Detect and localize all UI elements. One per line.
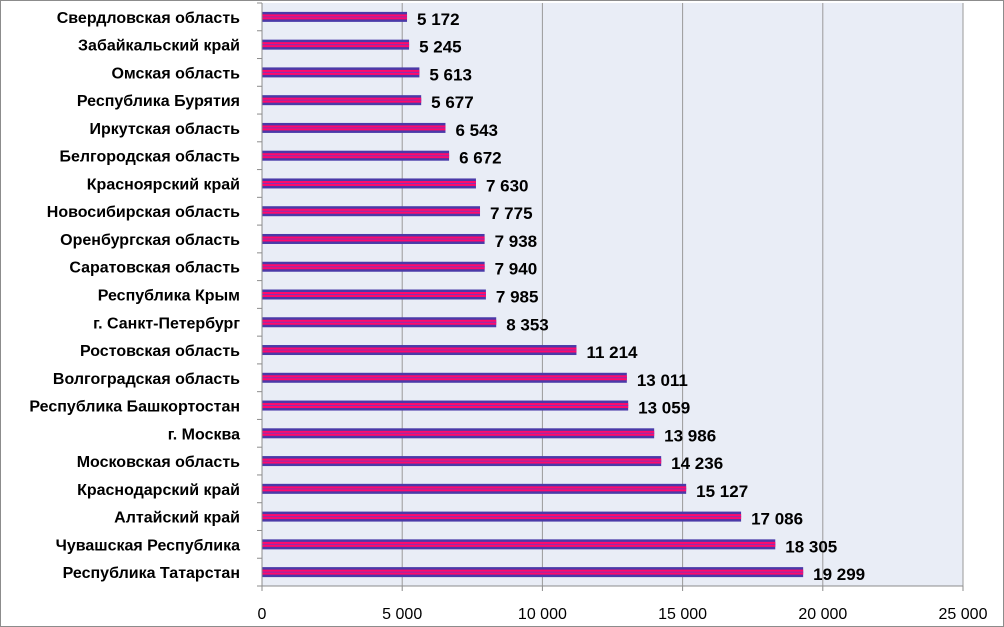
bar	[262, 428, 655, 439]
x-tick-label: 20 000	[798, 606, 847, 623]
x-tick-label: 5 000	[382, 606, 422, 623]
category-label: Республика Башкортостан	[29, 399, 240, 416]
bar	[262, 122, 446, 133]
data-label: 5 245	[419, 38, 462, 57]
category-label: Саратовская область	[69, 260, 240, 277]
data-label: 13 986	[664, 426, 716, 445]
bar	[262, 206, 481, 217]
category-label: Республика Крым	[98, 288, 240, 305]
x-tick-label: 0	[258, 606, 267, 623]
category-label: Красноярский край	[87, 176, 240, 193]
bar	[262, 289, 486, 300]
bar	[262, 39, 410, 50]
category-label: Алтайский край	[114, 510, 240, 527]
bar	[262, 567, 804, 578]
data-label: 14 236	[671, 454, 723, 473]
category-label: Волгоградская область	[53, 371, 240, 388]
bar	[262, 233, 485, 244]
bars	[262, 11, 804, 578]
category-label: Свердловская область	[57, 10, 240, 27]
labels: 0 5 000 10 000 15 000 20 000 25 000 Свердловск…	[29, 10, 987, 623]
category-label: Чувашская Республика	[56, 537, 241, 554]
bar	[262, 150, 450, 161]
bar	[262, 178, 476, 189]
data-label: 11 214	[586, 343, 638, 362]
bar	[262, 539, 776, 550]
bar	[262, 511, 742, 522]
data-label: 7 940	[495, 260, 538, 279]
data-label: 5 613	[429, 65, 472, 84]
data-label: 19 299	[813, 565, 865, 584]
data-label: 7 938	[495, 232, 538, 251]
category-label: Ростовская область	[80, 343, 240, 360]
data-label: 13 059	[638, 399, 690, 418]
x-tick-label: 15 000	[658, 606, 707, 623]
data-label: 13 011	[637, 371, 688, 390]
data-label: 6 672	[459, 149, 502, 168]
bar	[262, 483, 687, 494]
x-tick-label: 10 000	[518, 606, 567, 623]
bar	[262, 456, 662, 467]
data-label: 7 985	[496, 288, 539, 307]
data-label: 7 630	[486, 176, 529, 195]
category-label: Белгородская область	[59, 149, 240, 166]
bar	[262, 67, 420, 78]
x-tick-label: 25 000	[939, 606, 988, 623]
data-label: 5 172	[417, 10, 460, 29]
bar	[262, 95, 422, 106]
bar	[262, 372, 627, 383]
category-label: Краснодарский край	[77, 482, 240, 499]
category-label: г. Санкт-Петербург	[93, 315, 240, 332]
data-label: 17 086	[751, 510, 803, 529]
axes	[257, 2, 964, 591]
category-label: Республика Бурятия	[77, 93, 240, 110]
data-label: 6 543	[455, 121, 498, 140]
bar	[262, 400, 629, 411]
data-label: 7 775	[490, 204, 533, 223]
category-label: Оренбургская область	[60, 232, 240, 249]
bar	[262, 345, 577, 356]
bar	[262, 261, 485, 272]
data-label: 18 305	[785, 537, 837, 556]
bar	[262, 317, 497, 328]
category-label: Новосибирская область	[47, 204, 240, 221]
category-label: Республика Татарстан	[63, 565, 240, 582]
data-label: 5 677	[431, 93, 474, 112]
category-label: Московская область	[77, 454, 240, 471]
category-label: г. Москва	[168, 426, 240, 443]
category-label: Забайкальский край	[78, 38, 240, 55]
data-label: 15 127	[696, 482, 748, 501]
category-label: Иркутская область	[90, 121, 241, 138]
bar	[262, 11, 408, 22]
category-label: Омская область	[111, 65, 240, 82]
data-label: 8 353	[506, 315, 549, 334]
